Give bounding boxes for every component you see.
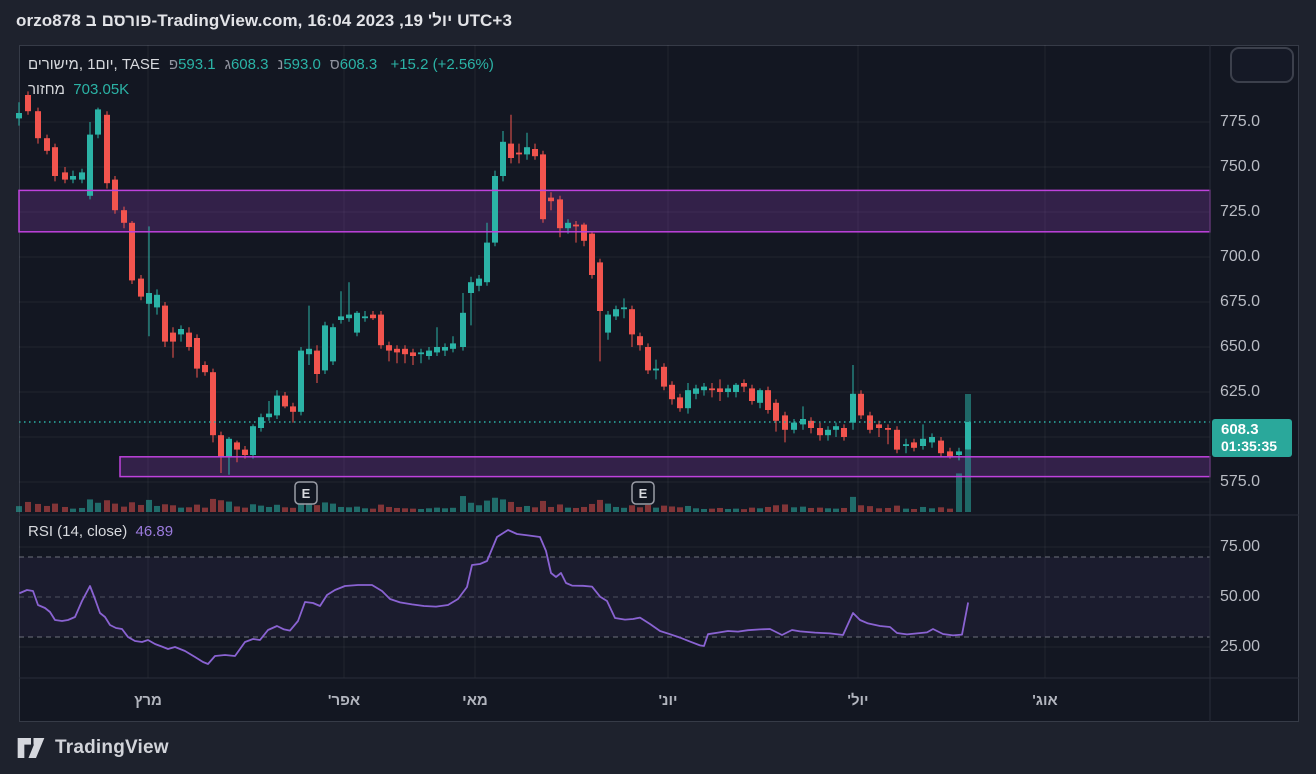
text-segment: , <box>78 56 88 73</box>
rsi-title: RSI (14, close) <box>28 523 128 540</box>
current-price-value: 608.3 <box>1221 421 1259 438</box>
chart-widget[interactable] <box>19 45 1299 722</box>
price-axis-label: 750.0 <box>1220 158 1261 175</box>
time-axis-label: אוג' <box>1032 692 1058 709</box>
text-segment: פורסם ב <box>85 11 152 30</box>
tradingview-logo-icon <box>17 738 45 758</box>
bar-countdown: 01:35:35 <box>1221 438 1278 454</box>
rsi-axis-label: 75.00 <box>1220 538 1261 555</box>
tradingview-watermark-box[interactable] <box>1230 47 1294 83</box>
price-axis-label: 650.0 <box>1220 338 1261 355</box>
ohlc-field-label: נ <box>277 56 284 73</box>
time-axis-label: יול' <box>847 692 869 709</box>
text-segment: יול' <box>427 11 453 30</box>
time-axis-label: יונ' <box>658 692 678 709</box>
price-axis-label: 700.0 <box>1220 248 1261 265</box>
volume-value: 703.05K <box>73 81 130 98</box>
ohlc-field-label: ג <box>224 56 231 73</box>
current-price-badge: 608.3 01:35:35 <box>1212 419 1292 457</box>
rsi-value: 46.89 <box>135 523 174 540</box>
tradingview-footer-link[interactable]: TradingView <box>16 732 169 764</box>
publish-attribution: orzo878 פורסם ב -TradingView.com, 16:04 2… <box>16 9 512 33</box>
text-segment: orzo878 <box>16 11 86 30</box>
text-segment: 1 <box>87 56 96 73</box>
text-segment: מישורים <box>28 56 79 73</box>
text-segment: , TASE <box>113 56 160 73</box>
rsi-axis-label: 25.00 <box>1220 638 1261 655</box>
text-segment: יום <box>95 56 114 73</box>
rsi-legend[interactable]: RSI (14, close) 46.89 <box>28 522 173 541</box>
text-segment: UTC+3 <box>452 11 513 30</box>
ohlc-field-label: פ <box>168 56 179 73</box>
tradingview-brand-text: TradingView <box>55 737 169 758</box>
price-axis-label: 625.0 <box>1220 383 1261 400</box>
ohlc-field-value: 593.0 <box>283 56 321 73</box>
change-value: +15.2 (+2.56%) <box>390 56 494 73</box>
symbol-title: מישורים, 1יום, TASE <box>28 56 160 73</box>
price-axis-label: 775.0 <box>1220 113 1261 130</box>
time-axis-label: מאי <box>462 692 488 709</box>
price-axis-label: 575.0 <box>1220 473 1261 490</box>
volume-label: מחזור <box>28 81 65 98</box>
ohlc-field-label: ס <box>329 56 340 73</box>
ohlc-field-value: 593.1 <box>178 56 216 73</box>
symbol-legend[interactable]: מישורים, 1יום, TASE פ 593.1 ג 608.3 נ 593.0 ס 6… <box>28 55 494 74</box>
ohlc-values: פ 593.1 ג 608.3 נ 593.0 ס 608.3 <box>160 56 377 73</box>
volume-legend[interactable]: מחזור 703.05K <box>28 80 129 99</box>
ohlc-field-value: 608.3 <box>339 56 378 73</box>
time-axis-label: מרץ <box>134 692 162 709</box>
rsi-axis-label: 50.00 <box>1220 588 1261 605</box>
ohlc-field-value: 608.3 <box>230 56 269 73</box>
price-axis-label: 675.0 <box>1220 293 1261 310</box>
price-axis-label: 725.0 <box>1220 203 1261 220</box>
text-segment: -TradingView.com, 16:04 2023 ,19 <box>151 11 428 30</box>
time-axis-label: אפר' <box>327 692 361 709</box>
